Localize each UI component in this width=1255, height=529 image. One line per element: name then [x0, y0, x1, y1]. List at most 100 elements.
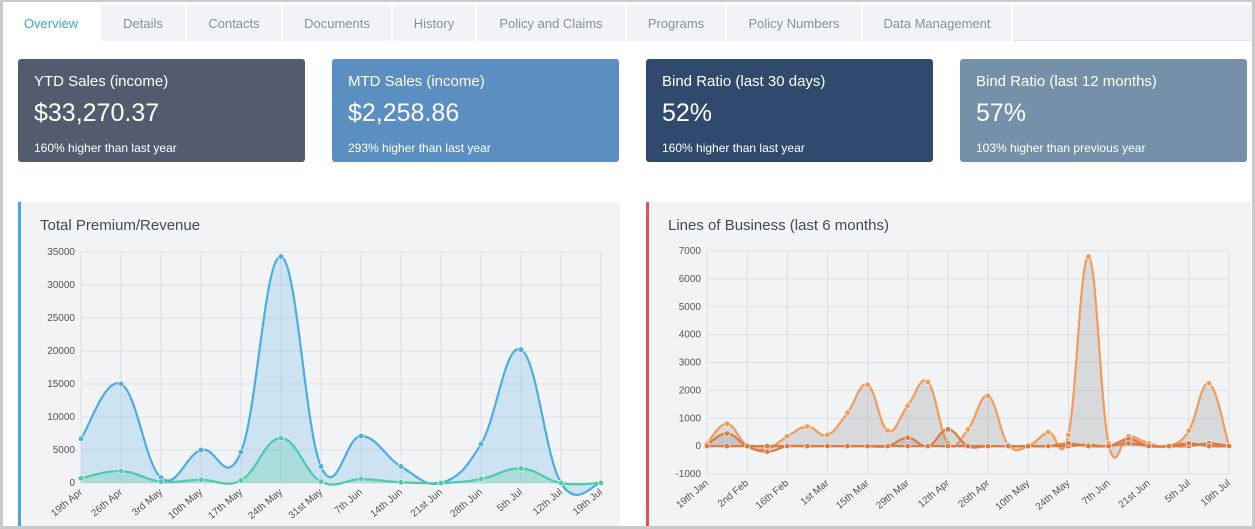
tab-overview[interactable]: Overview: [3, 5, 101, 42]
data-point[interactable]: [904, 402, 911, 409]
data-point[interactable]: [157, 478, 165, 485]
y-tick-label: 4000: [679, 330, 702, 341]
data-point[interactable]: [277, 253, 285, 260]
data-point[interactable]: [844, 409, 851, 416]
data-point[interactable]: [1085, 253, 1092, 260]
data-point[interactable]: [1165, 443, 1172, 450]
x-tick-label: 1st Mar: [799, 477, 832, 507]
data-point[interactable]: [744, 443, 751, 450]
data-point[interactable]: [477, 475, 485, 483]
data-point[interactable]: [557, 479, 565, 487]
data-point[interactable]: [784, 433, 791, 440]
data-point[interactable]: [197, 476, 205, 483]
data-point[interactable]: [317, 478, 325, 485]
data-point[interactable]: [944, 443, 952, 450]
data-point[interactable]: [884, 427, 891, 434]
y-tick-label: 25000: [47, 313, 75, 324]
data-point[interactable]: [237, 477, 245, 484]
data-point[interactable]: [864, 443, 871, 450]
tab-policy-and-claims[interactable]: Policy and Claims: [477, 5, 627, 41]
data-point[interactable]: [703, 443, 711, 450]
data-point[interactable]: [904, 443, 911, 450]
y-tick-label: 0: [69, 478, 75, 489]
data-point[interactable]: [984, 392, 992, 400]
data-point[interactable]: [1045, 443, 1052, 450]
chart-title: Total Premium/Revenue: [40, 217, 201, 234]
y-tick-label: 6000: [679, 274, 702, 285]
data-point[interactable]: [517, 465, 525, 472]
x-tick-label: 3rd May: [130, 487, 165, 519]
x-tick-label: 2nd Feb: [716, 478, 752, 510]
data-point[interactable]: [77, 475, 85, 482]
data-point[interactable]: [944, 426, 952, 433]
bind-ratio-12-card: Bind Ratio (last 12 months) 57% 103% hig…: [960, 59, 1247, 162]
data-point[interactable]: [357, 475, 365, 483]
data-point[interactable]: [1185, 427, 1192, 434]
data-point[interactable]: [117, 380, 125, 388]
data-point[interactable]: [397, 463, 405, 470]
chart-title: Lines of Business (last 6 months): [668, 217, 889, 234]
data-point[interactable]: [804, 423, 811, 430]
tab-data-management[interactable]: Data Management: [863, 5, 1013, 41]
data-point[interactable]: [77, 435, 85, 442]
data-point[interactable]: [824, 443, 831, 450]
data-point[interactable]: [1185, 440, 1192, 447]
data-point[interactable]: [804, 443, 811, 450]
data-point[interactable]: [397, 479, 405, 486]
tab-contacts[interactable]: Contacts: [187, 5, 283, 41]
data-point[interactable]: [1025, 443, 1032, 450]
data-point[interactable]: [1085, 443, 1092, 450]
data-point[interactable]: [723, 430, 731, 437]
data-point[interactable]: [723, 420, 731, 427]
data-point[interactable]: [357, 433, 365, 440]
tab-details[interactable]: Details: [101, 5, 187, 41]
data-point[interactable]: [924, 378, 931, 386]
tab-programs[interactable]: Programs: [627, 5, 727, 41]
tab-policy-numbers[interactable]: Policy Numbers: [727, 5, 863, 41]
data-point[interactable]: [1065, 431, 1072, 439]
data-point[interactable]: [597, 479, 605, 487]
data-point[interactable]: [784, 443, 791, 450]
x-tick-label: 7th Jun: [1080, 478, 1112, 508]
data-point[interactable]: [1065, 440, 1072, 447]
data-point[interactable]: [904, 434, 911, 441]
data-point[interactable]: [117, 468, 125, 475]
data-point[interactable]: [197, 446, 205, 454]
card-value: $33,270.37: [34, 99, 160, 127]
y-tick-label: 10000: [47, 412, 75, 423]
x-tick-label: 21st Jun: [1117, 478, 1153, 511]
data-point[interactable]: [237, 448, 245, 456]
data-point[interactable]: [1145, 443, 1152, 450]
x-tick-label: 5th Jul: [495, 487, 525, 514]
data-point[interactable]: [824, 431, 831, 439]
data-point[interactable]: [1005, 443, 1012, 450]
data-point[interactable]: [764, 443, 771, 450]
data-point[interactable]: [1225, 443, 1233, 450]
tab-documents[interactable]: Documents: [283, 5, 393, 41]
data-point[interactable]: [764, 448, 771, 455]
data-point[interactable]: [924, 443, 931, 450]
data-point[interactable]: [1205, 380, 1213, 387]
data-point[interactable]: [517, 346, 525, 353]
data-point[interactable]: [317, 463, 325, 470]
data-point[interactable]: [844, 443, 851, 450]
card-title: Bind Ratio (last 12 months): [976, 73, 1157, 90]
data-point[interactable]: [864, 381, 871, 388]
data-point[interactable]: [984, 443, 992, 450]
data-point[interactable]: [964, 426, 972, 433]
data-point[interactable]: [437, 479, 445, 487]
data-point[interactable]: [964, 443, 972, 450]
data-point[interactable]: [884, 443, 891, 450]
tab-history[interactable]: History: [393, 5, 477, 41]
x-tick-label: 5th Jul: [1163, 478, 1193, 505]
data-point[interactable]: [277, 435, 285, 442]
data-point[interactable]: [723, 443, 731, 450]
data-point[interactable]: [1045, 429, 1052, 436]
card-title: MTD Sales (income): [348, 73, 485, 90]
data-point[interactable]: [1205, 443, 1213, 450]
data-point[interactable]: [477, 440, 485, 448]
series-area: [707, 256, 1229, 458]
data-point[interactable]: [1105, 443, 1112, 450]
data-point[interactable]: [1125, 440, 1132, 447]
